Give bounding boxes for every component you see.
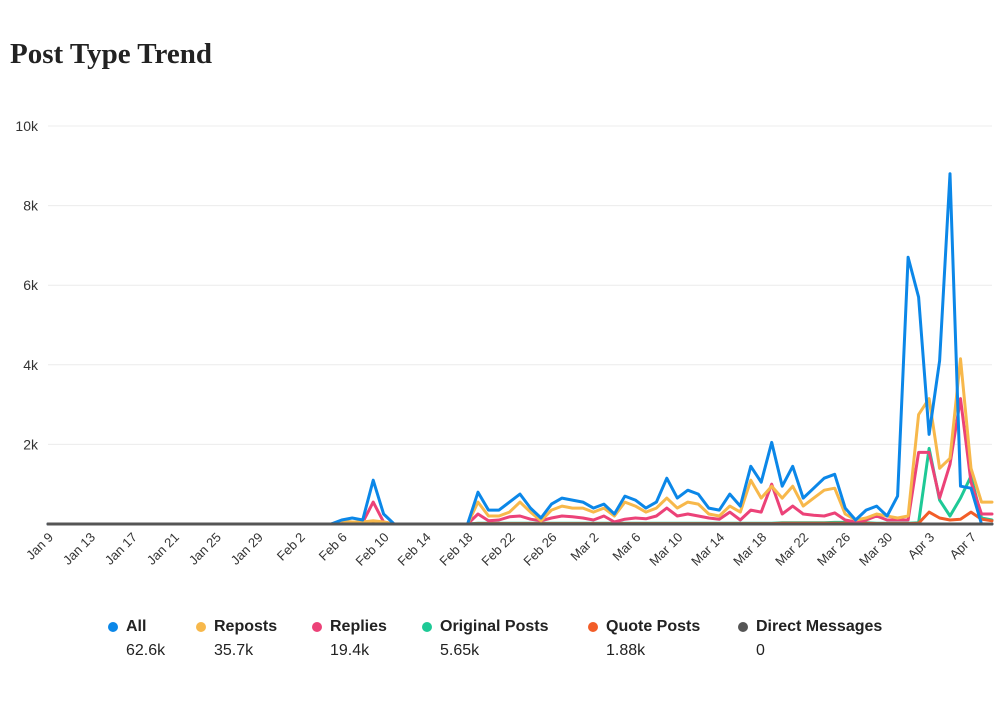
legend-head: Original Posts <box>422 618 548 636</box>
legend-total: 0 <box>756 642 765 659</box>
x-tick-label: Feb 2 <box>274 530 308 564</box>
legend-item-original-posts[interactable]: Original Posts 5.65k <box>422 618 548 660</box>
x-tick-label: Mar 30 <box>856 530 895 569</box>
x-tick-label: Mar 22 <box>772 530 811 569</box>
x-tick-label: Feb 10 <box>353 530 392 569</box>
x-tick-label: Mar 10 <box>646 530 685 569</box>
legend-item-direct-messages[interactable]: Direct Messages 0 <box>738 618 882 660</box>
legend-dot-icon <box>422 622 432 632</box>
legend-total: 19.4k <box>330 642 370 659</box>
legend-label: Quote Posts <box>606 618 701 635</box>
x-tick-label: Apr 3 <box>905 530 938 563</box>
x-tick-label: Jan 21 <box>144 530 182 568</box>
series-lines <box>46 172 994 526</box>
y-tick-label: 4k <box>23 357 39 373</box>
grid-lines <box>48 125 992 445</box>
y-tick-label: 8k <box>23 198 39 214</box>
series-line-replies <box>46 397 994 526</box>
legend-total: 1.88k <box>606 642 646 659</box>
legend-head: Replies <box>312 618 387 636</box>
legend-label: Original Posts <box>440 618 549 635</box>
legend-item-reposts[interactable]: Reposts 35.7k <box>196 618 277 660</box>
legend-item-quote-posts[interactable]: Quote Posts 1.88k <box>588 618 700 660</box>
legend-label: Direct Messages <box>756 618 883 635</box>
y-tick-label: 10k <box>15 118 39 134</box>
series-line-reposts <box>46 357 994 526</box>
x-tick-label: Mar 26 <box>814 530 853 569</box>
x-tick-label: Feb 22 <box>478 530 517 569</box>
x-tick-label: Jan 17 <box>102 530 140 568</box>
x-tick-label: Feb 18 <box>436 530 475 569</box>
x-tick-label: Feb 14 <box>394 530 433 569</box>
x-tick-label: Jan 9 <box>23 530 56 563</box>
legend-dot-icon <box>738 622 748 632</box>
series-line-all <box>46 172 994 526</box>
legend-dot-icon <box>108 622 118 632</box>
legend-total: 62.6k <box>126 642 166 659</box>
x-tick-label: Mar 2 <box>567 530 601 564</box>
x-tick-label: Mar 6 <box>609 530 643 564</box>
legend-total: 5.65k <box>440 642 480 659</box>
legend-total: 35.7k <box>214 642 254 659</box>
x-tick-label: Mar 18 <box>730 530 769 569</box>
x-tick-label: Feb 6 <box>316 530 350 564</box>
legend-dot-icon <box>196 622 206 632</box>
x-tick-label: Jan 13 <box>60 530 98 568</box>
chart-title: Post Type Trend <box>10 38 212 70</box>
legend-dot-icon <box>312 622 322 632</box>
legend-label: All <box>126 618 147 635</box>
x-axis-ticks: Jan 9 Jan 13 Jan 17 Jan 21 Jan 25 Jan 29 Feb 2… <box>23 530 979 569</box>
x-tick-label: Feb 26 <box>520 530 559 569</box>
legend-label: Reposts <box>214 618 278 635</box>
y-tick-label: 6k <box>23 277 39 293</box>
legend-dot-icon <box>588 622 598 632</box>
x-tick-label: Jan 29 <box>228 530 266 568</box>
y-tick-label: 2k <box>23 436 39 452</box>
legend-head: Direct Messages <box>738 618 882 636</box>
legend-head: All <box>108 618 165 636</box>
legend-item-all[interactable]: All 62.6k <box>108 618 165 660</box>
x-tick-label: Jan 25 <box>186 530 224 568</box>
legend: All 62.6k Reposts 35.7k Replies 19.4k Original… <box>0 618 1006 678</box>
y-axis-ticks: 2k 4k 6k 8k 10k <box>15 118 39 452</box>
x-tick-label: Mar 14 <box>688 530 727 569</box>
legend-label: Replies <box>330 618 387 635</box>
legend-head: Quote Posts <box>588 618 700 636</box>
legend-item-replies[interactable]: Replies 19.4k <box>312 618 387 660</box>
x-tick-label: Apr 7 <box>947 530 980 563</box>
legend-head: Reposts <box>196 618 277 636</box>
